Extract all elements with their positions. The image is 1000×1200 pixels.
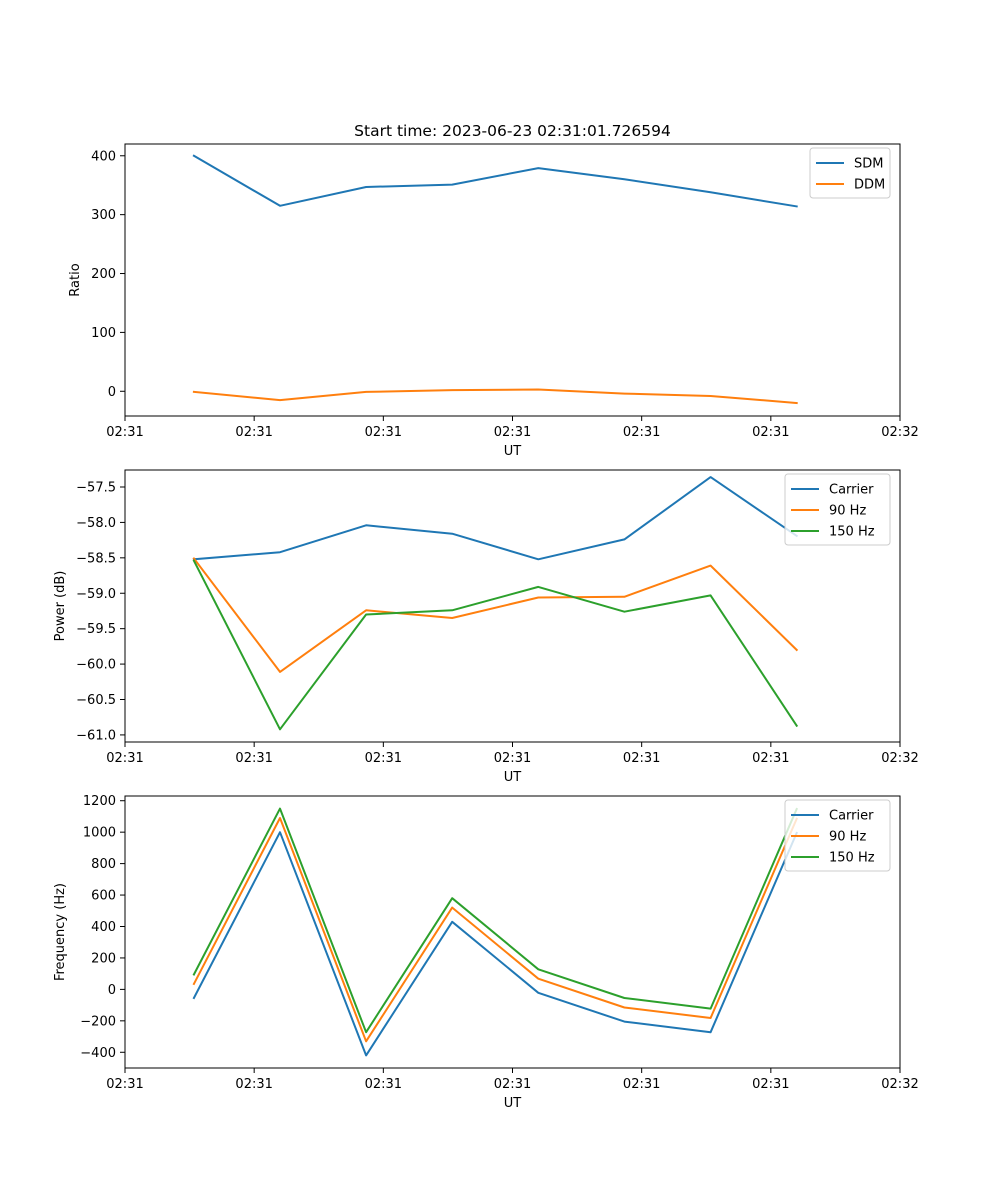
x-tick-label-3-6: 02:31: [752, 1077, 789, 1092]
x-axis-label-2: UT: [504, 770, 522, 785]
x-tick-label-1-7: 02:32: [881, 425, 918, 440]
series-line-3-1: [192, 831, 799, 1057]
chart-panel-2: 02:31 02:31 02:31 02:31 02:31 02:31 02:32 −61.0…: [53, 469, 919, 785]
x-tick-label-3-1: 02:31: [106, 1077, 143, 1092]
series-line-3-2: [192, 817, 799, 1043]
x-tick-label-1-5: 02:31: [623, 425, 660, 440]
y-tick-label-3-2: −200: [80, 1014, 116, 1029]
y-tick-label-1-2: 100: [91, 326, 116, 341]
y-tick-label-3-5: 400: [91, 920, 116, 935]
y-tick-label-3-9: 1200: [83, 794, 116, 809]
y-tick-label-3-4: 200: [91, 951, 116, 966]
series-line-3-3: [192, 807, 799, 1034]
legend-3: Carrier 90 Hz 150 Hz: [784, 799, 891, 872]
y-tick-label-1-1: 0: [108, 385, 116, 400]
legend-frame-1: [809, 147, 891, 199]
x-tick-label-2-6: 02:31: [752, 751, 789, 766]
y-tick-label-3-3: 0: [108, 983, 116, 998]
y-tick-label-2-4: −59.5: [76, 622, 116, 637]
x-tick-label-1-6: 02:31: [752, 425, 789, 440]
x-tick-label-1-3: 02:31: [365, 425, 402, 440]
series-line-2-1: [192, 476, 799, 561]
series-line-2-3: [192, 559, 799, 731]
legend-label-2-2: 90 Hz: [829, 504, 866, 519]
x-tick-label-1-4: 02:31: [494, 425, 531, 440]
y-tick-label-3-6: 600: [91, 889, 116, 904]
series-line-2-2: [192, 557, 799, 673]
x-tick-label-2-1: 02:31: [106, 751, 143, 766]
legend-label-1-1: SDM: [854, 157, 883, 172]
y-tick-label-2-2: −60.5: [76, 693, 116, 708]
y-axis-label-3: Frequency (Hz): [53, 883, 68, 981]
x-tick-label-3-5: 02:31: [623, 1077, 660, 1092]
y-tick-label-2-8: −57.5: [76, 481, 116, 496]
y-tick-label-3-1: −400: [80, 1046, 116, 1061]
y-tick-label-3-8: 1000: [83, 826, 116, 841]
y-tick-label-2-7: −58.0: [76, 516, 116, 531]
x-tick-label-3-7: 02:32: [881, 1077, 918, 1092]
y-tick-label-3-7: 800: [91, 857, 116, 872]
x-tick-label-2-5: 02:31: [623, 751, 660, 766]
x-tick-label-2-4: 02:31: [494, 751, 531, 766]
legend-label-3-1: Carrier: [829, 809, 874, 824]
x-tick-label-2-3: 02:31: [365, 751, 402, 766]
x-tick-label-3-3: 02:31: [365, 1077, 402, 1092]
y-tick-label-1-3: 200: [91, 267, 116, 282]
legend-label-3-2: 90 Hz: [829, 830, 866, 845]
legend-label-3-3: 150 Hz: [829, 851, 875, 866]
y-tick-label-2-1: −61.0: [76, 728, 116, 743]
legend-frame-2: [784, 473, 891, 546]
x-tick-label-2-7: 02:32: [881, 751, 918, 766]
series-line-1-1: [192, 154, 798, 208]
y-axis-label-2: Power (dB): [53, 571, 68, 642]
x-axis-label-3: UT: [504, 1096, 522, 1111]
x-tick-label-3-2: 02:31: [235, 1077, 272, 1092]
legend-label-2-3: 150 Hz: [829, 525, 875, 540]
chart-panel-3: 02:31 02:31 02:31 02:31 02:31 02:31 02:32 −400 −…: [53, 794, 919, 1111]
chart-panel-1: 02:31 02:31 02:31 02:31 02:31 02:31 02:32 0 100 2…: [68, 143, 919, 459]
y-tick-label-1-5: 400: [91, 149, 116, 164]
x-tick-label-1-2: 02:31: [235, 425, 272, 440]
series-line-1-2: [192, 388, 798, 405]
x-axis-label-1: UT: [504, 444, 522, 459]
figure-title: Start time: 2023-06-23 02:31:01.726594: [354, 122, 671, 140]
y-tick-label-2-6: −58.5: [76, 551, 116, 566]
x-tick-label-1-1: 02:31: [106, 425, 143, 440]
legend-label-2-1: Carrier: [829, 483, 874, 498]
x-tick-label-2-2: 02:31: [235, 751, 272, 766]
y-tick-label-1-4: 300: [91, 208, 116, 223]
legend-label-1-2: DDM: [854, 178, 885, 193]
legend-frame-3: [784, 799, 891, 872]
y-axis-label-1: Ratio: [68, 263, 83, 296]
legend-2: Carrier 90 Hz 150 Hz: [784, 473, 891, 546]
x-tick-label-3-4: 02:31: [494, 1077, 531, 1092]
legend-1: SDM DDM: [809, 147, 891, 199]
y-tick-label-2-5: −59.0: [76, 587, 116, 602]
y-tick-label-2-3: −60.0: [76, 658, 116, 673]
